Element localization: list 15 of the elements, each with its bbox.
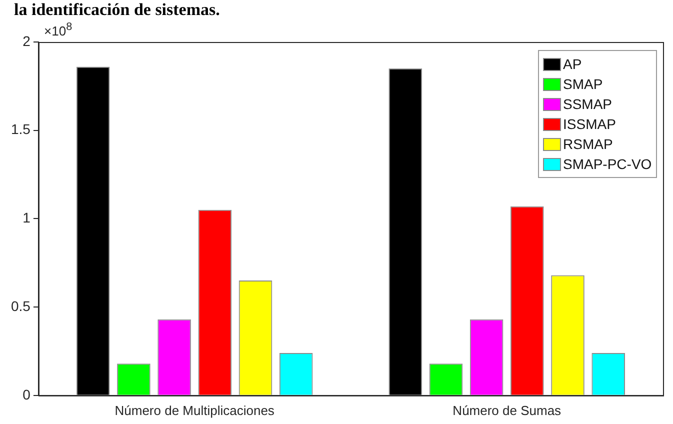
y-tick-label: 1	[22, 210, 31, 226]
legend-label: ISSMAP	[563, 116, 616, 132]
text: la identificación de sistemas.	[14, 0, 220, 20]
legend-label: AP	[563, 56, 582, 72]
x-tick-label: Número de Sumas	[452, 402, 562, 418]
x-tick-label: Número de Multiplicaciones	[114, 402, 275, 418]
y-tick-label: 1.5	[10, 121, 31, 138]
legend-label: RSMAP	[563, 136, 613, 152]
y-tick-label: 0	[22, 386, 31, 402]
legend-label: SMAP-PC-VO	[563, 156, 652, 172]
legend-label: SSMAP	[563, 96, 612, 112]
text: ×10$^{8}$	[44, 20, 72, 38]
y-tick-label: 2	[22, 32, 31, 49]
legend-label: SMAP	[563, 76, 603, 92]
y-tick-label: 0.5	[10, 298, 31, 314]
